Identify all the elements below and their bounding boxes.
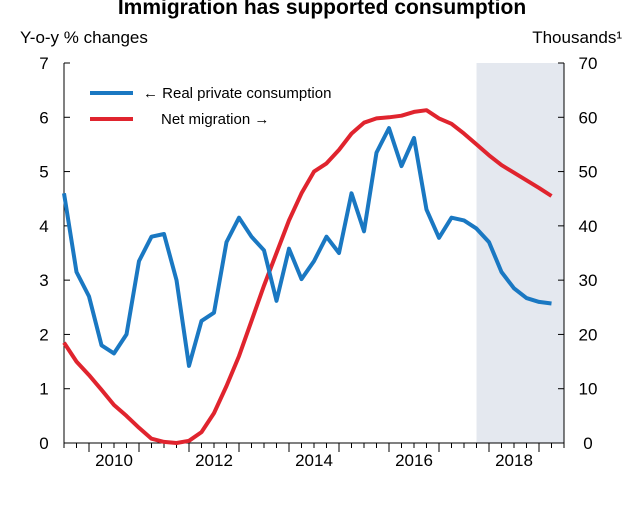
left-tick-label: 1 xyxy=(39,380,48,399)
x-tick-label: 2018 xyxy=(495,451,533,470)
right-tick-label: 0 xyxy=(583,434,592,453)
right-tick-label: 30 xyxy=(579,271,598,290)
left-tick-label: 2 xyxy=(39,325,48,344)
right-tick-label: 50 xyxy=(579,163,598,182)
left-tick-label: 5 xyxy=(39,163,48,182)
left-tick-label: 7 xyxy=(39,54,48,73)
x-tick-label: 2012 xyxy=(195,451,233,470)
x-tick-label: 2010 xyxy=(95,451,133,470)
left-tick-label: 0 xyxy=(39,434,48,453)
right-tick-label: 20 xyxy=(579,325,598,344)
x-tick-label: 2016 xyxy=(395,451,433,470)
left-axis-label: Y-o-y % changes xyxy=(20,28,148,47)
projection-shade xyxy=(476,63,564,443)
right-tick-label: 40 xyxy=(579,217,598,236)
legend-label-consumption: ← Real private consumption xyxy=(143,85,331,102)
migration-line xyxy=(62,108,553,445)
right-tick-label: 70 xyxy=(579,54,598,73)
legend-label-migration: Net migration → xyxy=(161,111,269,128)
right-tick-label: 60 xyxy=(579,108,598,127)
consumption-line xyxy=(62,126,552,368)
left-tick-label: 3 xyxy=(39,271,48,290)
chart-title: Immigration has supported consumption xyxy=(117,0,527,19)
x-tick-label: 2014 xyxy=(295,451,333,470)
left-tick-label: 6 xyxy=(39,108,48,127)
right-axis-label: Thousands¹ xyxy=(532,28,622,47)
right-tick-label: 10 xyxy=(579,380,598,399)
left-tick-label: 4 xyxy=(39,217,48,236)
